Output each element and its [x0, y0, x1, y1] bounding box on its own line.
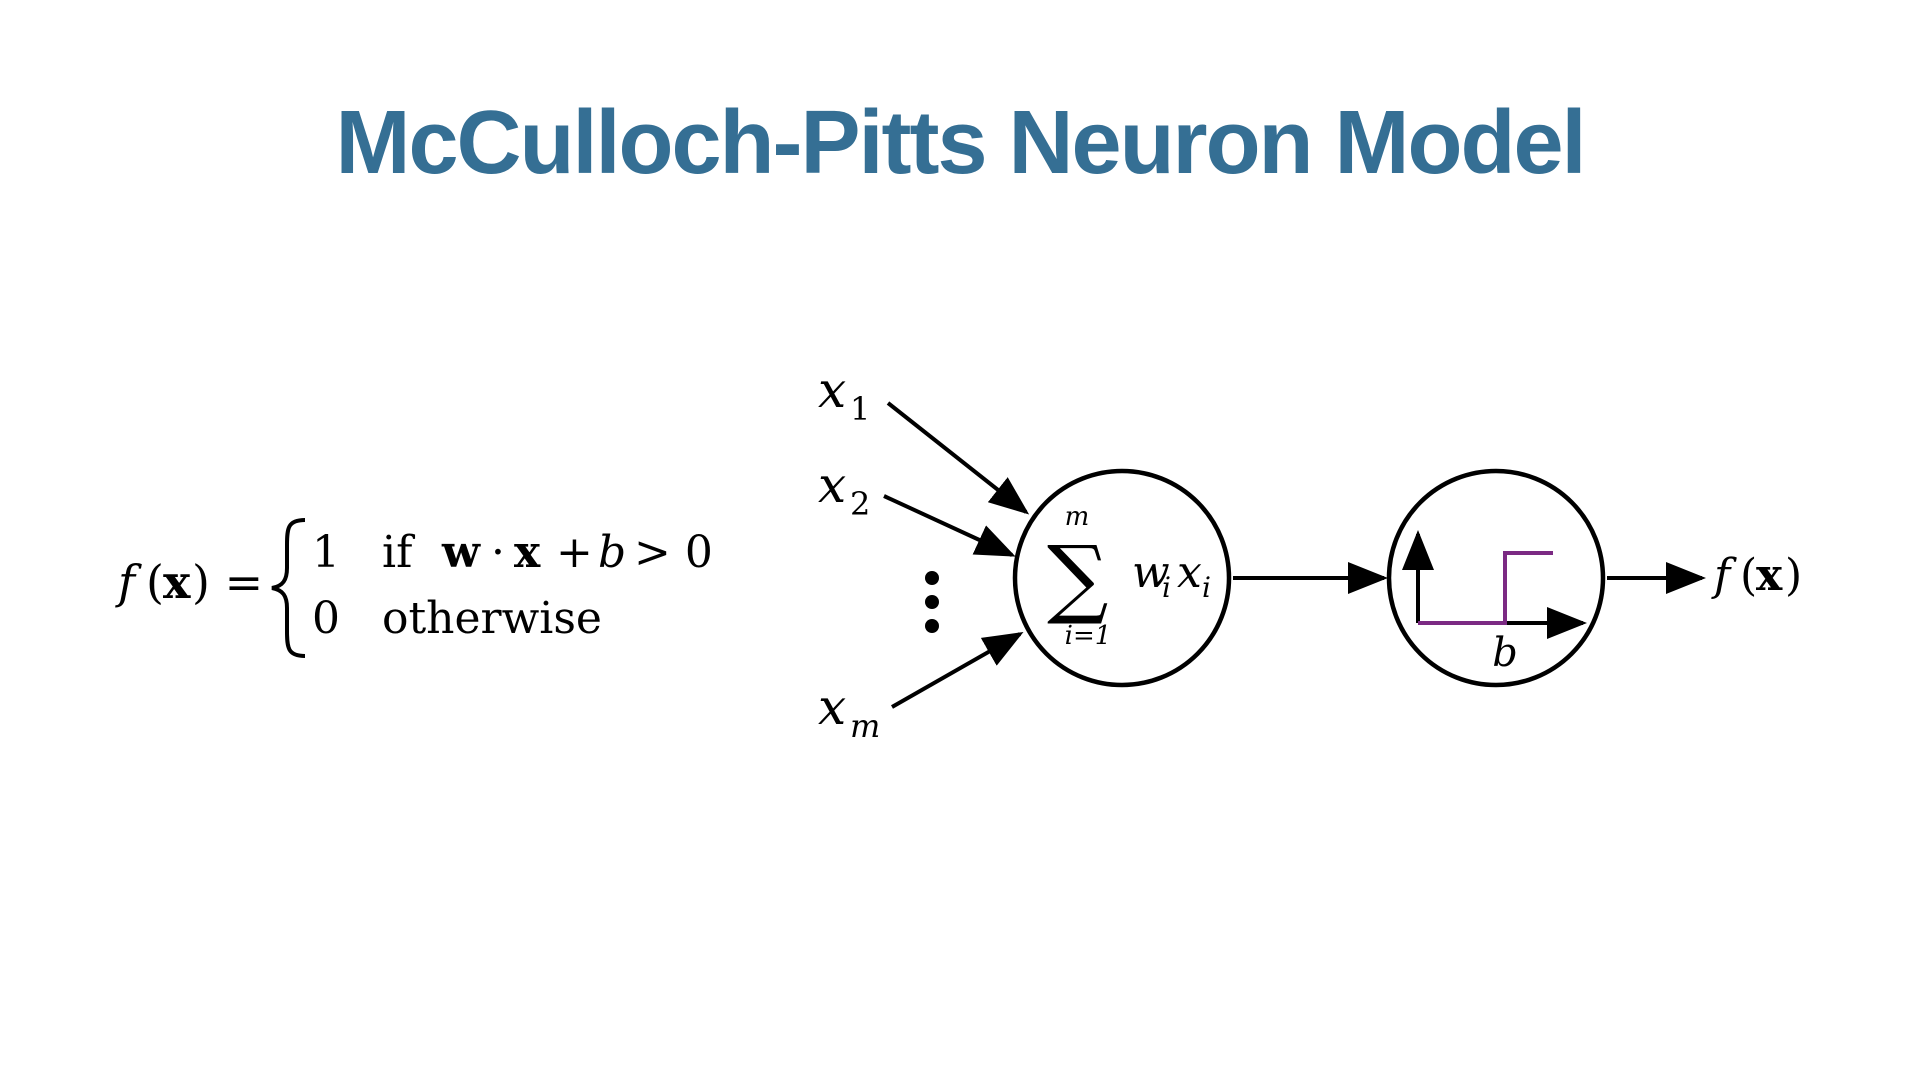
- case1-if: if: [382, 527, 415, 578]
- case1-dot: ·: [491, 527, 505, 578]
- sigma-symbol: ∑: [1047, 528, 1108, 628]
- input-label: x: [818, 456, 846, 514]
- vertical-ellipsis: [925, 571, 939, 633]
- sum-weight: w: [1132, 547, 1170, 598]
- output-lparen: (: [1740, 550, 1757, 601]
- arrow-xm-to-sum: [891, 632, 1024, 709]
- case1-w: w: [441, 527, 481, 578]
- output-rparen: ): [1785, 550, 1802, 601]
- equation-rparen-equals: ) =: [192, 555, 263, 609]
- sum-input-subscript: i: [1202, 571, 1211, 604]
- activation-node: b: [1386, 468, 1606, 688]
- step-function-curve: [1418, 551, 1553, 625]
- input-label: x: [818, 361, 846, 419]
- equation-lparen: (: [146, 555, 164, 609]
- page-title: McCulloch-Pitts Neuron Model: [335, 93, 1587, 193]
- input-subscript: 2: [850, 485, 870, 523]
- output-f: f: [1711, 550, 1737, 601]
- summation-circle: [1012, 468, 1232, 688]
- sum-input: x: [1177, 547, 1202, 598]
- output-label: f ( x ): [1711, 550, 1802, 601]
- sum-weight-subscript: i: [1162, 571, 1171, 604]
- input-x2: x 2: [818, 456, 870, 523]
- case1-x: x: [514, 527, 541, 578]
- equation-f: f: [115, 555, 142, 609]
- output-x: x: [1756, 550, 1783, 601]
- input-x1: x 1: [818, 361, 870, 428]
- sum-upper-limit: m: [1065, 502, 1090, 532]
- input-subscript: 1: [850, 390, 870, 428]
- input-label: x: [818, 678, 846, 736]
- case1-b: b: [598, 527, 626, 578]
- piecewise-equation: f ( x ) = 1 if w · x + b > 0 0 otherwise: [115, 518, 713, 658]
- summation-node: m ∑ i=1 w i x i: [1012, 468, 1232, 688]
- case1-plus: +: [556, 527, 593, 578]
- case1-comparison: > 0: [634, 527, 713, 578]
- threshold-label: b: [1492, 630, 1518, 676]
- equation-x: x: [163, 555, 191, 609]
- case-brace: [271, 518, 306, 658]
- arrow-x1-to-sum: [886, 401, 1030, 515]
- input-subscript: m: [850, 707, 880, 745]
- input-xm: x m: [818, 678, 880, 745]
- case2-value: 0: [312, 593, 340, 644]
- case1-value: 1: [312, 527, 340, 578]
- case2-text: otherwise: [382, 593, 602, 644]
- arrow-x2-to-sum: [883, 494, 1016, 557]
- sum-lower-limit: i=1: [1065, 621, 1112, 651]
